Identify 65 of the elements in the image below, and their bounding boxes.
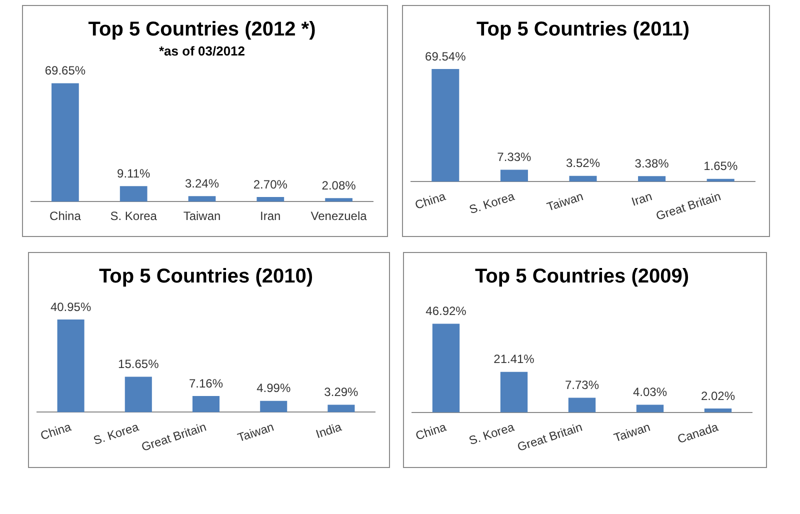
data-label: 4.03% — [632, 385, 668, 400]
data-label: 69.54% — [425, 49, 466, 64]
x-tick-label: Venezuela — [310, 209, 368, 224]
data-label: 7.16% — [188, 376, 224, 390]
data-label: 1.65% — [704, 159, 738, 174]
chart-title: Top 5 Countries (2011) — [476, 18, 690, 41]
data-label: 15.65% — [118, 357, 160, 372]
bar — [192, 396, 220, 412]
bar — [256, 197, 284, 202]
bar — [500, 372, 528, 412]
x-tick-label: India — [314, 420, 344, 442]
bar — [325, 198, 352, 202]
x-tick-label: Iran — [260, 209, 281, 224]
bar — [260, 400, 288, 412]
x-tick-label: S. Korea — [467, 189, 516, 217]
bar — [124, 376, 152, 412]
x-tick-label: Great Britain — [654, 189, 723, 224]
x-tick-label: Iran — [630, 189, 654, 209]
data-label: 21.41% — [494, 352, 535, 366]
bar — [52, 83, 79, 202]
x-tick-label: China — [413, 189, 448, 212]
data-label: 7.33% — [497, 150, 532, 164]
chart-title: Top 5 Countries (2010) — [98, 266, 314, 288]
bar — [636, 404, 664, 412]
bar — [57, 319, 84, 412]
data-label: 69.65% — [44, 64, 86, 78]
data-label: 7.73% — [564, 378, 600, 392]
x-tick-label: China — [414, 420, 448, 443]
bar — [706, 178, 734, 182]
bar — [432, 324, 460, 412]
x-tick-label: Taiwan — [236, 420, 276, 445]
x-tick-label: Great Britain — [516, 420, 584, 454]
bar — [120, 186, 148, 202]
x-tick-label: Taiwan — [545, 189, 585, 214]
bar — [568, 398, 596, 412]
x-tick-label: China — [38, 420, 74, 443]
x-tick-label: Canada — [676, 420, 720, 446]
data-label: 9.11% — [117, 166, 150, 180]
x-tick-label: S. Korea — [110, 209, 158, 224]
chart-title: Top 5 Countries (2012 *) — [88, 18, 316, 41]
data-label: 3.52% — [566, 156, 600, 170]
chart-title: Top 5 Countries (2009) — [474, 266, 690, 288]
x-tick-label: China — [50, 209, 82, 224]
bar — [328, 404, 355, 412]
data-label: 40.95% — [50, 300, 92, 314]
bar — [500, 170, 528, 182]
bar — [638, 176, 666, 182]
bar — [569, 176, 597, 182]
data-label: 3.29% — [324, 385, 359, 400]
x-tick-label: Taiwan — [612, 420, 652, 445]
data-label: 2.02% — [700, 388, 736, 403]
data-label: 3.38% — [634, 156, 670, 170]
bar — [188, 196, 216, 202]
data-label: 2.08% — [322, 178, 356, 192]
x-tick-label: Great Britain — [140, 420, 208, 454]
data-label: 46.92% — [426, 304, 467, 318]
bar — [432, 68, 460, 182]
data-label: 2.70% — [253, 177, 288, 192]
data-label: 4.99% — [256, 381, 291, 396]
x-tick-label: S. Korea — [467, 420, 516, 448]
x-tick-label: Taiwan — [183, 209, 221, 224]
bar — [704, 408, 732, 412]
data-label: 3.24% — [184, 176, 220, 190]
x-tick-label: S. Korea — [92, 420, 141, 448]
chart-subtitle: *as of 03/2012 — [158, 43, 246, 58]
